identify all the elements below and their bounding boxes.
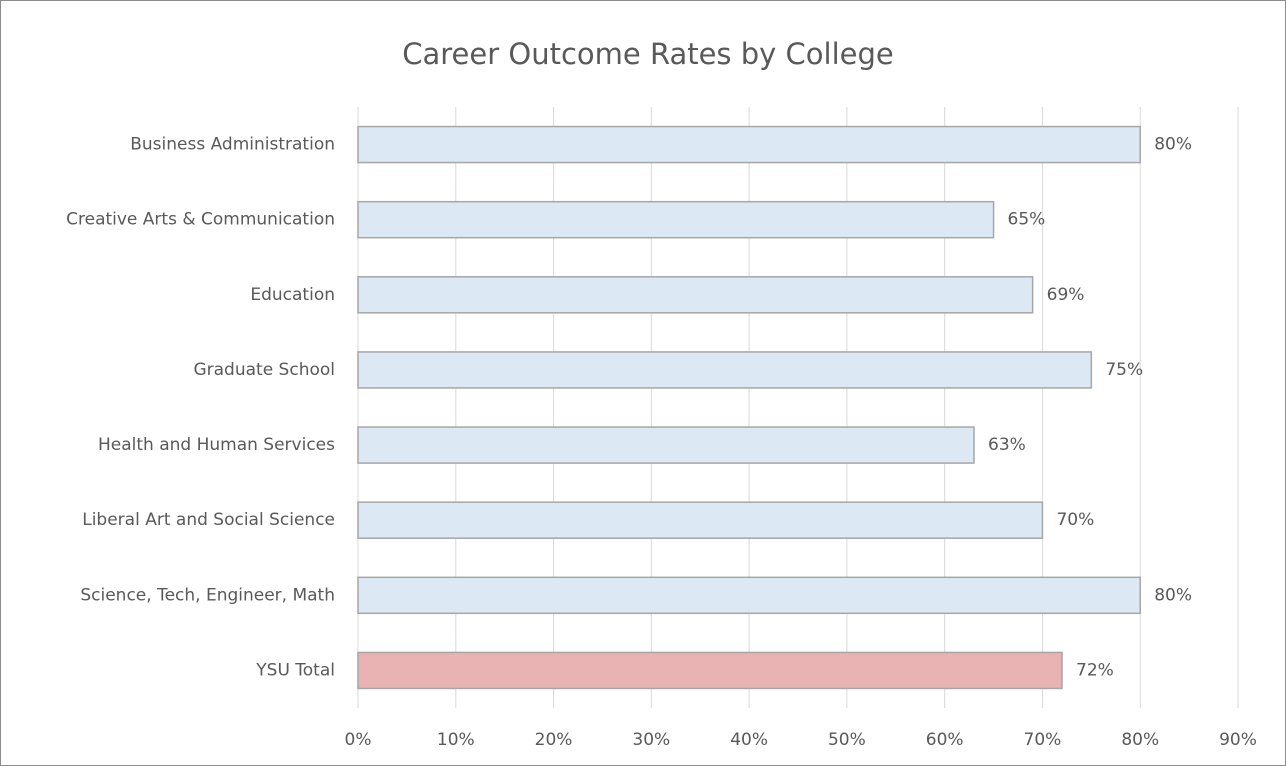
value-label: 80% [1154,585,1192,605]
x-tick-label: 40% [730,730,768,750]
y-tick-label: Business Administration [130,135,335,155]
bar [357,276,1034,314]
bar [357,200,995,239]
x-tick-label: 90% [1219,730,1257,750]
y-tick-label: Graduate School [193,360,335,380]
chart-title: Career Outcome Rates by College [402,37,894,71]
x-tick-label: 0% [345,730,372,750]
x-tick-label: 50% [828,730,866,750]
y-tick-label: Science, Tech, Engineer, Math [80,585,335,605]
bar [357,501,1044,539]
x-tick-label: 60% [926,730,964,750]
bar [357,426,975,464]
y-tick-label: Creative Arts & Communication [66,210,335,230]
x-tick-label: 80% [1121,730,1159,750]
y-tick-label: Education [250,285,335,305]
y-tick-label: Liberal Art and Social Science [82,510,335,530]
value-label: 69% [1047,285,1085,305]
x-tick-label: 10% [437,730,475,750]
bar [357,576,1141,615]
x-tick-label: 30% [632,730,670,750]
x-tick-label: 70% [1024,730,1062,750]
bar [357,351,1093,389]
bar [357,125,1141,164]
y-tick-label: Health and Human Services [98,435,335,455]
bar [357,651,1063,690]
value-label: 63% [988,435,1026,455]
value-label: 72% [1076,660,1114,680]
value-label: 65% [1008,210,1046,230]
y-tick-label: YSU Total [255,660,335,680]
value-label: 80% [1154,135,1192,155]
value-label: 75% [1105,360,1143,380]
value-label: 70% [1056,510,1094,530]
x-tick-label: 20% [535,730,573,750]
